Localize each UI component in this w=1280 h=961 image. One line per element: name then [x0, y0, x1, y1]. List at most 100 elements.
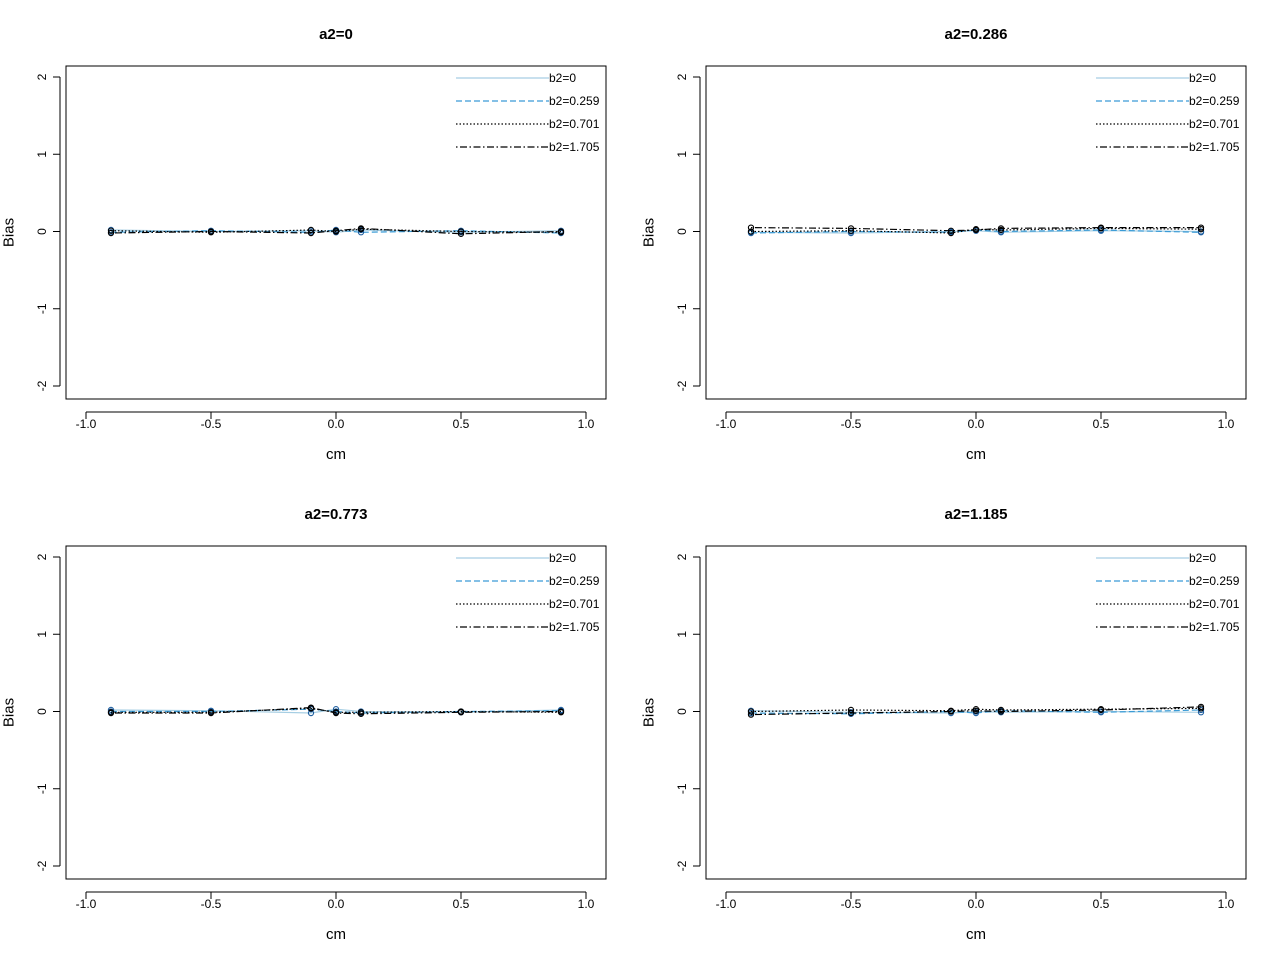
- data-point: [307, 226, 315, 234]
- data-point: [847, 225, 855, 232]
- chart-title: a2=0.773: [305, 506, 368, 523]
- data-point: [332, 227, 340, 234]
- data-point: [947, 229, 955, 237]
- x-axis-label: cm: [326, 446, 346, 463]
- x-tick-label: -0.5: [201, 897, 222, 911]
- data-point: [557, 228, 565, 235]
- legend: b2=0 b2=0.259 b2=0.701 b2=1.705: [456, 71, 600, 154]
- x-tick-label: -1.0: [716, 897, 737, 911]
- x-tick-label: -1.0: [716, 417, 737, 431]
- chart-title: a2=1.185: [945, 506, 1008, 523]
- legend-entry-label: b2=0.259: [549, 94, 600, 108]
- series-line: [111, 706, 562, 715]
- plot-frame: [65, 545, 607, 880]
- data-point: [1197, 229, 1205, 236]
- y-tick-label: -2: [675, 380, 689, 391]
- y-tick-label: -1: [675, 783, 689, 794]
- legend-entry-label: b2=1.705: [1189, 620, 1240, 634]
- legend-entry-label: b2=0: [549, 71, 576, 85]
- chart-panel: a2=0.286 -1.0 -0.5 0.0 0.5 1.0 cm -2 -1 0 1 2 Bias b2…: [641, 26, 1247, 463]
- x-tick-label: 0.5: [453, 417, 470, 431]
- y-tick-label: 2: [675, 73, 689, 80]
- x-tick-label: 1.0: [578, 417, 595, 431]
- x-tick-label: 1.0: [578, 897, 595, 911]
- data-point: [947, 227, 955, 234]
- data-point: [1097, 224, 1105, 231]
- chart-panel: a2=1.185 -1.0 -0.5 0.0 0.5 1.0 cm -2 -1 0 1 2 Bias b2…: [641, 506, 1247, 943]
- x-tick-label: -1.0: [76, 417, 97, 431]
- x-tick-label: 0.0: [328, 417, 345, 431]
- data-point: [947, 708, 955, 715]
- data-point: [972, 226, 980, 234]
- legend-entry-label: b2=1.705: [549, 140, 600, 154]
- y-axis-label: Bias: [1, 218, 18, 247]
- y-tick-label: 2: [35, 553, 49, 560]
- data-point: [457, 709, 465, 716]
- y-tick-label: 1: [675, 151, 689, 158]
- y-tick-label: 1: [35, 151, 49, 158]
- data-point: [997, 225, 1005, 232]
- y-axis-label: Bias: [1, 698, 18, 727]
- y-tick-label: -1: [675, 303, 689, 314]
- series-line: [110, 227, 562, 235]
- data-point: [747, 228, 755, 235]
- x-tick-label: 0.0: [968, 417, 985, 431]
- series-line: [750, 227, 1202, 234]
- y-tick-label: -2: [35, 860, 49, 871]
- data-point: [847, 709, 855, 717]
- data-point: [997, 708, 1005, 715]
- chart-title: a2=0.286: [945, 26, 1008, 43]
- legend-entry-label: b2=0.701: [549, 597, 600, 611]
- chart-panel: a2=0-1.0 -0.5 0.0 0.5 1.0cm-2-1012Biasb2=0b2…: [1, 26, 607, 463]
- y-tick-label: -2: [35, 380, 49, 391]
- data-point: [307, 704, 315, 711]
- data-point: [457, 230, 465, 237]
- y-tick-label: 1: [35, 631, 49, 638]
- y-tick-label: -1: [35, 303, 49, 314]
- x-axis-label: cm: [966, 446, 986, 463]
- y-tick-label: 2: [675, 553, 689, 560]
- y-tick-label: 0: [675, 228, 689, 235]
- data-point: [107, 709, 115, 717]
- data-point: [747, 711, 755, 718]
- data-point: [357, 225, 365, 232]
- legend: b2=0 b2=0.259 b2=0.701 b2=1.705: [1096, 551, 1240, 634]
- y-tick-label: 2: [35, 73, 49, 80]
- series-line: [750, 227, 1201, 232]
- legend: b2=0 b2=0.259 b2=0.701 b2=1.705: [1096, 71, 1240, 154]
- y-tick-label: 1: [675, 631, 689, 638]
- x-axis-label: cm: [326, 926, 346, 943]
- x-tick-label: -0.5: [841, 417, 862, 431]
- data-point: [107, 229, 115, 237]
- x-tick-label: 1.0: [1218, 417, 1235, 431]
- plot-frame: [65, 65, 607, 400]
- series-line: [110, 229, 562, 234]
- y-axis-label: Bias: [641, 218, 658, 247]
- series-line: [111, 708, 562, 714]
- legend-entry-label: b2=0.259: [1189, 574, 1240, 588]
- legend-entry-label: b2=0: [549, 551, 576, 565]
- legend-entry-label: b2=0.259: [1189, 94, 1240, 108]
- data-point: [307, 229, 315, 237]
- x-axis-label: cm: [966, 926, 986, 943]
- y-tick-label: -1: [35, 783, 49, 794]
- y-axis-label: Bias: [641, 698, 658, 727]
- series-line: [750, 706, 1202, 716]
- x-tick-label: -1.0: [76, 897, 97, 911]
- chart-title: a2=0: [319, 26, 353, 43]
- x-tick-label: -0.5: [201, 417, 222, 431]
- legend-entry-label: b2=0.701: [1189, 117, 1240, 131]
- x-tick-label: 0.0: [328, 897, 345, 911]
- data-point: [207, 709, 215, 717]
- data-point: [1197, 224, 1205, 231]
- legend-entry-label: b2=0: [1189, 71, 1216, 85]
- y-tick-label: 0: [35, 708, 49, 715]
- series-line: [750, 707, 1202, 713]
- legend-entry-label: b2=0.701: [1189, 597, 1240, 611]
- x-tick-label: 0.5: [453, 897, 470, 911]
- data-point: [207, 228, 215, 235]
- x-tick-label: 0.0: [968, 897, 985, 911]
- legend-entry-label: b2=0.701: [549, 117, 600, 131]
- legend-entry-label: b2=0.259: [549, 574, 600, 588]
- chart-panel: a2=0.773 -1.0 -0.5 0.0 0.5 1.0 cm -2 -1 0 1 2 Bias b2…: [1, 506, 607, 943]
